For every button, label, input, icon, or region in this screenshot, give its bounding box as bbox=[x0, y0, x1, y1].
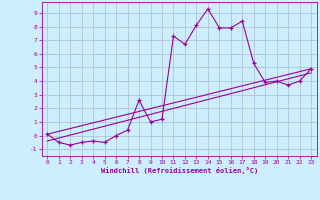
X-axis label: Windchill (Refroidissement éolien,°C): Windchill (Refroidissement éolien,°C) bbox=[100, 167, 258, 174]
